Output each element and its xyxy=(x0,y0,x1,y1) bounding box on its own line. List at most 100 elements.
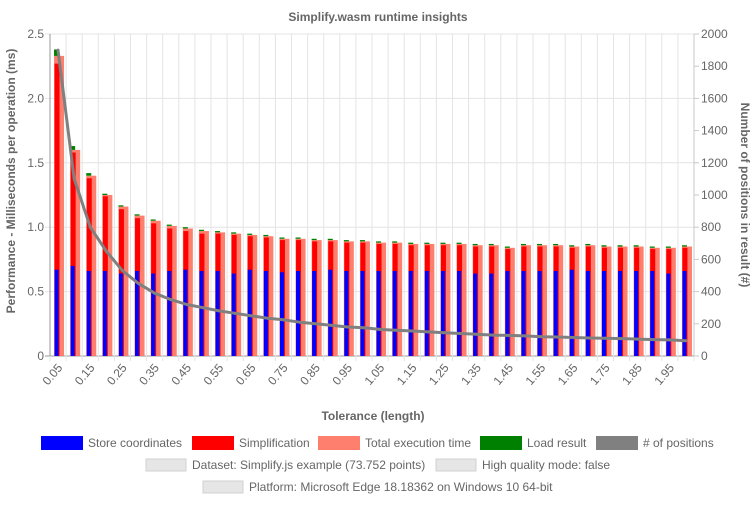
bar-store-coordinates xyxy=(231,273,236,356)
bar-store-coordinates xyxy=(167,270,172,356)
y2-tick-label: 1200 xyxy=(701,156,728,170)
bar-store-coordinates xyxy=(650,270,655,356)
y2-tick-label: 400 xyxy=(701,285,721,299)
point-number-of-positions xyxy=(233,311,237,315)
info-box-label: Platform: Microsoft Edge 18.18362 on Win… xyxy=(249,480,553,494)
bar-load-result xyxy=(198,229,204,232)
legend-label: Total execution time xyxy=(365,436,471,450)
bar-load-result xyxy=(569,245,575,247)
point-number-of-positions xyxy=(475,332,479,336)
point-number-of-positions xyxy=(265,316,269,320)
bar-load-result xyxy=(585,243,591,246)
bar-simplification xyxy=(70,152,76,356)
bar-load-result xyxy=(553,243,559,246)
y2-tick-label: 1400 xyxy=(701,124,728,138)
bar-store-coordinates xyxy=(505,270,510,356)
bar-store-coordinates xyxy=(328,269,333,356)
y2-tick-label: 1000 xyxy=(701,188,728,202)
point-number-of-positions xyxy=(330,323,334,327)
bar-load-result xyxy=(102,193,108,195)
bar-load-result xyxy=(504,246,510,248)
y-tick-label: 1.5 xyxy=(27,156,44,170)
bar-store-coordinates xyxy=(263,270,268,356)
point-number-of-positions xyxy=(378,327,382,331)
bar-store-coordinates xyxy=(279,272,284,356)
point-number-of-positions xyxy=(56,48,60,52)
point-number-of-positions xyxy=(153,291,157,295)
bar-load-result xyxy=(601,245,607,247)
y2-tick-label: 800 xyxy=(701,220,721,234)
x-tick-label: 1.15 xyxy=(394,361,420,388)
bar-store-coordinates xyxy=(151,273,156,356)
point-number-of-positions xyxy=(120,269,124,273)
point-number-of-positions xyxy=(346,325,350,329)
x-tick-label: 1.75 xyxy=(587,361,613,388)
bar-simplification xyxy=(86,178,92,356)
bar-load-result xyxy=(633,245,639,247)
line-number-of-positions xyxy=(56,49,687,343)
x-tick-label: 1.25 xyxy=(426,361,452,388)
x-tick-label: 1.35 xyxy=(458,361,484,388)
bar-load-result xyxy=(681,245,687,247)
legend-label: Load result xyxy=(527,436,587,450)
bar-load-result xyxy=(70,146,76,150)
bar-store-coordinates xyxy=(344,270,349,356)
bar-load-result xyxy=(150,219,156,221)
point-number-of-positions xyxy=(523,334,527,338)
x-tick-label: 0.85 xyxy=(297,361,323,388)
bar-store-coordinates xyxy=(537,270,542,356)
bar-load-result xyxy=(617,245,623,247)
bar-store-coordinates xyxy=(118,273,123,356)
bar-load-result xyxy=(343,240,349,242)
legend-swatch xyxy=(596,436,638,450)
y2-tick-label: 600 xyxy=(701,252,721,266)
bar-store-coordinates xyxy=(70,265,75,356)
x-tick-label: 1.45 xyxy=(490,361,516,388)
y-tick-label: 0.5 xyxy=(27,285,44,299)
y2-tick-label: 200 xyxy=(701,317,721,331)
point-number-of-positions xyxy=(72,177,76,181)
bar-store-coordinates xyxy=(54,269,59,356)
bar-load-result xyxy=(359,240,365,242)
legend-label: # of positions xyxy=(643,436,714,450)
bar-store-coordinates xyxy=(424,270,429,356)
x-tick-label: 1.55 xyxy=(523,361,549,388)
legend-swatch xyxy=(480,436,522,450)
point-number-of-positions xyxy=(169,298,173,302)
point-number-of-positions xyxy=(668,338,672,342)
point-number-of-positions xyxy=(620,337,624,341)
x-tick-label: 0.55 xyxy=(201,361,227,388)
chart-title: Simplify.wasm runtime insights xyxy=(288,10,467,24)
legend-label: Store coordinates xyxy=(88,436,182,450)
point-number-of-positions xyxy=(362,326,366,330)
bar-simplification xyxy=(54,63,60,357)
bar-store-coordinates xyxy=(296,270,301,356)
bar-load-result xyxy=(376,241,382,243)
bar-store-coordinates xyxy=(457,270,462,356)
bar-load-result xyxy=(665,246,671,248)
point-number-of-positions xyxy=(507,333,511,337)
info-box-swatch xyxy=(145,458,187,472)
bar-store-coordinates xyxy=(666,273,671,356)
point-number-of-positions xyxy=(394,328,398,332)
bar-load-result xyxy=(649,246,655,248)
bar-store-coordinates xyxy=(102,270,107,356)
x-tick-label: 1.85 xyxy=(619,361,645,388)
y-axis-label: Performance - Milliseconds per operation… xyxy=(4,49,18,314)
bar-store-coordinates xyxy=(585,270,590,356)
legend-swatch xyxy=(318,436,360,450)
bar-load-result xyxy=(182,227,188,229)
bar-store-coordinates xyxy=(360,270,365,356)
point-number-of-positions xyxy=(185,302,189,306)
bar-store-coordinates xyxy=(183,269,188,356)
bar-load-result xyxy=(54,49,60,56)
point-number-of-positions xyxy=(442,331,446,335)
y-tick-label: 2.0 xyxy=(27,91,44,105)
point-number-of-positions xyxy=(249,314,253,318)
x-axis-label: Tolerance (length) xyxy=(321,409,424,423)
bar-load-result xyxy=(440,242,446,244)
x-tick-label: 1.95 xyxy=(651,361,677,388)
bar-store-coordinates xyxy=(86,270,91,356)
point-number-of-positions xyxy=(491,333,495,337)
